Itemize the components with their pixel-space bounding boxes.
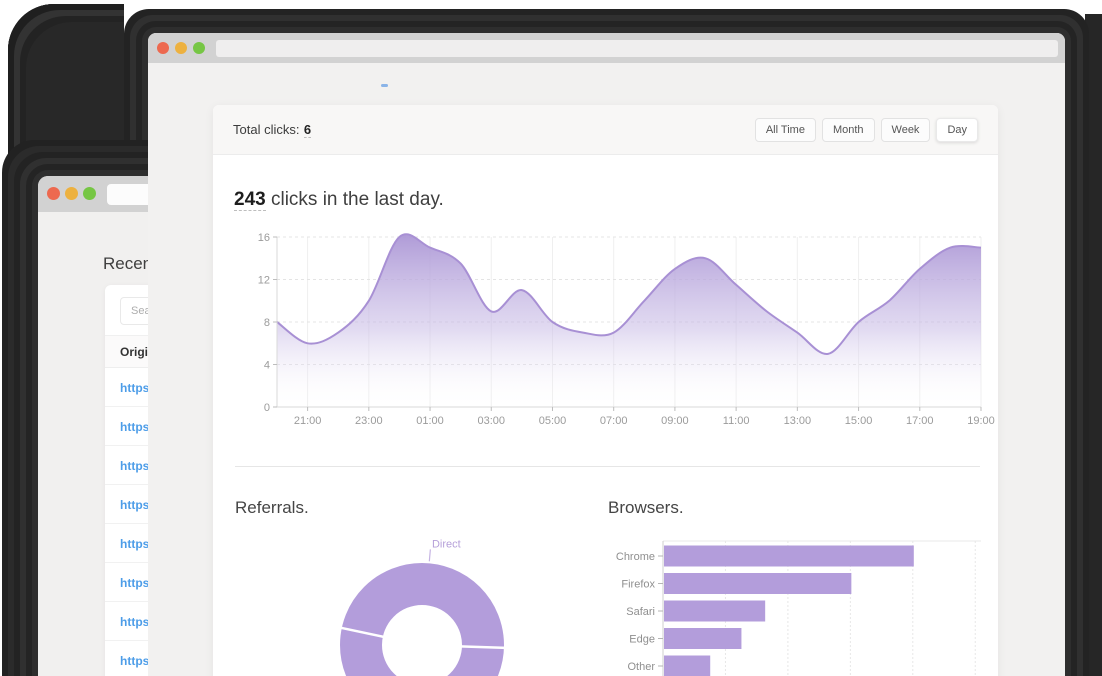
analytics-card: Total clicks: 6 All Time Month Week Day 243… bbox=[213, 105, 998, 676]
section-divider bbox=[235, 466, 980, 467]
search-input[interactable] bbox=[120, 297, 148, 325]
svg-text:Direct: Direct bbox=[432, 538, 461, 550]
svg-text:05:00: 05:00 bbox=[539, 415, 567, 427]
original-url-link[interactable]: https:// bbox=[120, 615, 148, 629]
table-row[interactable]: https:// bbox=[105, 641, 148, 676]
svg-text:23:00: 23:00 bbox=[355, 415, 383, 427]
front-device-frame-right-edge bbox=[1085, 14, 1102, 676]
minimize-window-icon[interactable] bbox=[65, 187, 78, 200]
original-url-link[interactable]: https:// bbox=[120, 498, 148, 512]
filter-button-month[interactable]: Month bbox=[821, 117, 875, 142]
original-url-link[interactable]: https:// bbox=[120, 537, 148, 551]
original-url-link[interactable]: https:// bbox=[120, 459, 148, 473]
clicks-headline-text: clicks in the last day. bbox=[265, 189, 444, 210]
svg-text:Firefox: Firefox bbox=[621, 579, 655, 591]
svg-text:Other: Other bbox=[627, 661, 655, 673]
browsers-bar-chart: Chrome Firefox Safari Edge Other bbox=[616, 540, 981, 676]
table-row[interactable]: https:// bbox=[105, 563, 148, 602]
address-bar[interactable] bbox=[107, 184, 148, 205]
time-filter-group: All Time Month Week Day bbox=[754, 117, 978, 142]
table-row[interactable]: https:// bbox=[105, 407, 148, 446]
svg-text:11:00: 11:00 bbox=[723, 415, 750, 427]
referrals-title: Referrals. bbox=[235, 498, 309, 517]
links-browser-window: Recent links Original URL https:// https:… bbox=[38, 176, 148, 676]
total-clicks-value: 6 bbox=[303, 121, 312, 138]
filter-button-week[interactable]: Week bbox=[880, 117, 931, 142]
table-row[interactable]: https:// bbox=[105, 446, 148, 485]
svg-text:8: 8 bbox=[264, 317, 270, 329]
original-url-link[interactable]: https:// bbox=[120, 576, 148, 590]
svg-text:16: 16 bbox=[258, 232, 270, 244]
filter-button-day[interactable]: Day bbox=[936, 117, 978, 142]
svg-text:03:00: 03:00 bbox=[477, 415, 505, 427]
links-table-card: Original URL https:// https:// https:// htt… bbox=[105, 285, 148, 676]
filter-button-all-time[interactable]: All Time bbox=[754, 117, 816, 142]
svg-text:Safari: Safari bbox=[626, 606, 655, 618]
total-clicks-label: Total clicks: bbox=[233, 121, 300, 137]
zoom-window-icon[interactable] bbox=[83, 187, 96, 200]
background-device-frame-corner bbox=[8, 4, 124, 154]
original-url-link[interactable]: https:// bbox=[120, 381, 148, 395]
close-window-icon[interactable] bbox=[47, 187, 60, 200]
svg-text:15:00: 15:00 bbox=[845, 415, 873, 427]
svg-text:Edge: Edge bbox=[629, 634, 655, 646]
window-controls bbox=[157, 42, 205, 54]
svg-text:07:00: 07:00 bbox=[600, 415, 628, 427]
svg-text:21:00: 21:00 bbox=[294, 415, 322, 427]
clicks-count: 243 bbox=[234, 189, 266, 211]
svg-text:0: 0 bbox=[264, 402, 270, 414]
zoom-window-icon[interactable] bbox=[193, 42, 205, 54]
svg-text:12: 12 bbox=[258, 275, 270, 287]
address-bar[interactable] bbox=[216, 40, 1058, 57]
summary-bar: Total clicks: 6 All Time Month Week Day bbox=[213, 105, 998, 155]
svg-text:19:00: 19:00 bbox=[967, 415, 995, 427]
clicks-headline: 243 clicks in the last day. bbox=[234, 189, 444, 211]
original-url-link[interactable]: https:// bbox=[120, 420, 148, 434]
original-url-column-header: Original URL bbox=[105, 335, 148, 368]
table-row[interactable]: https:// bbox=[105, 524, 148, 563]
links-table: Original URL https:// https:// https:// htt… bbox=[105, 335, 148, 676]
svg-text:09:00: 09:00 bbox=[661, 415, 689, 427]
svg-text:4: 4 bbox=[264, 360, 270, 372]
window-controls bbox=[47, 187, 96, 200]
table-row[interactable]: https:// bbox=[105, 368, 148, 407]
close-window-icon[interactable] bbox=[157, 42, 169, 54]
recent-links-heading: Recent links bbox=[103, 254, 148, 273]
tiny-link-artifact bbox=[381, 84, 388, 87]
svg-text:13:00: 13:00 bbox=[784, 415, 812, 427]
background-window-region: Recent links Original URL https:// https:… bbox=[0, 130, 148, 676]
original-url-link[interactable]: https:// bbox=[120, 654, 148, 668]
table-row[interactable]: https:// bbox=[105, 602, 148, 641]
minimize-window-icon[interactable] bbox=[175, 42, 187, 54]
total-clicks: Total clicks: 6 bbox=[233, 121, 312, 139]
svg-text:Chrome: Chrome bbox=[616, 551, 655, 563]
svg-text:01:00: 01:00 bbox=[416, 415, 444, 427]
analytics-browser-window: Total clicks: 6 All Time Month Week Day 243… bbox=[148, 33, 1065, 676]
front-window-titlebar bbox=[148, 33, 1065, 63]
table-row[interactable]: https:// bbox=[105, 485, 148, 524]
svg-text:17:00: 17:00 bbox=[906, 415, 934, 427]
back-window-titlebar bbox=[38, 176, 148, 212]
referrals-donut-chart: Direct bbox=[339, 538, 506, 676]
browsers-title: Browsers. bbox=[608, 498, 684, 517]
clicks-area-chart: 0 4 8 12 16 21:00 23:00 01:00 03:00 05:00 07:00 09:… bbox=[258, 232, 995, 427]
